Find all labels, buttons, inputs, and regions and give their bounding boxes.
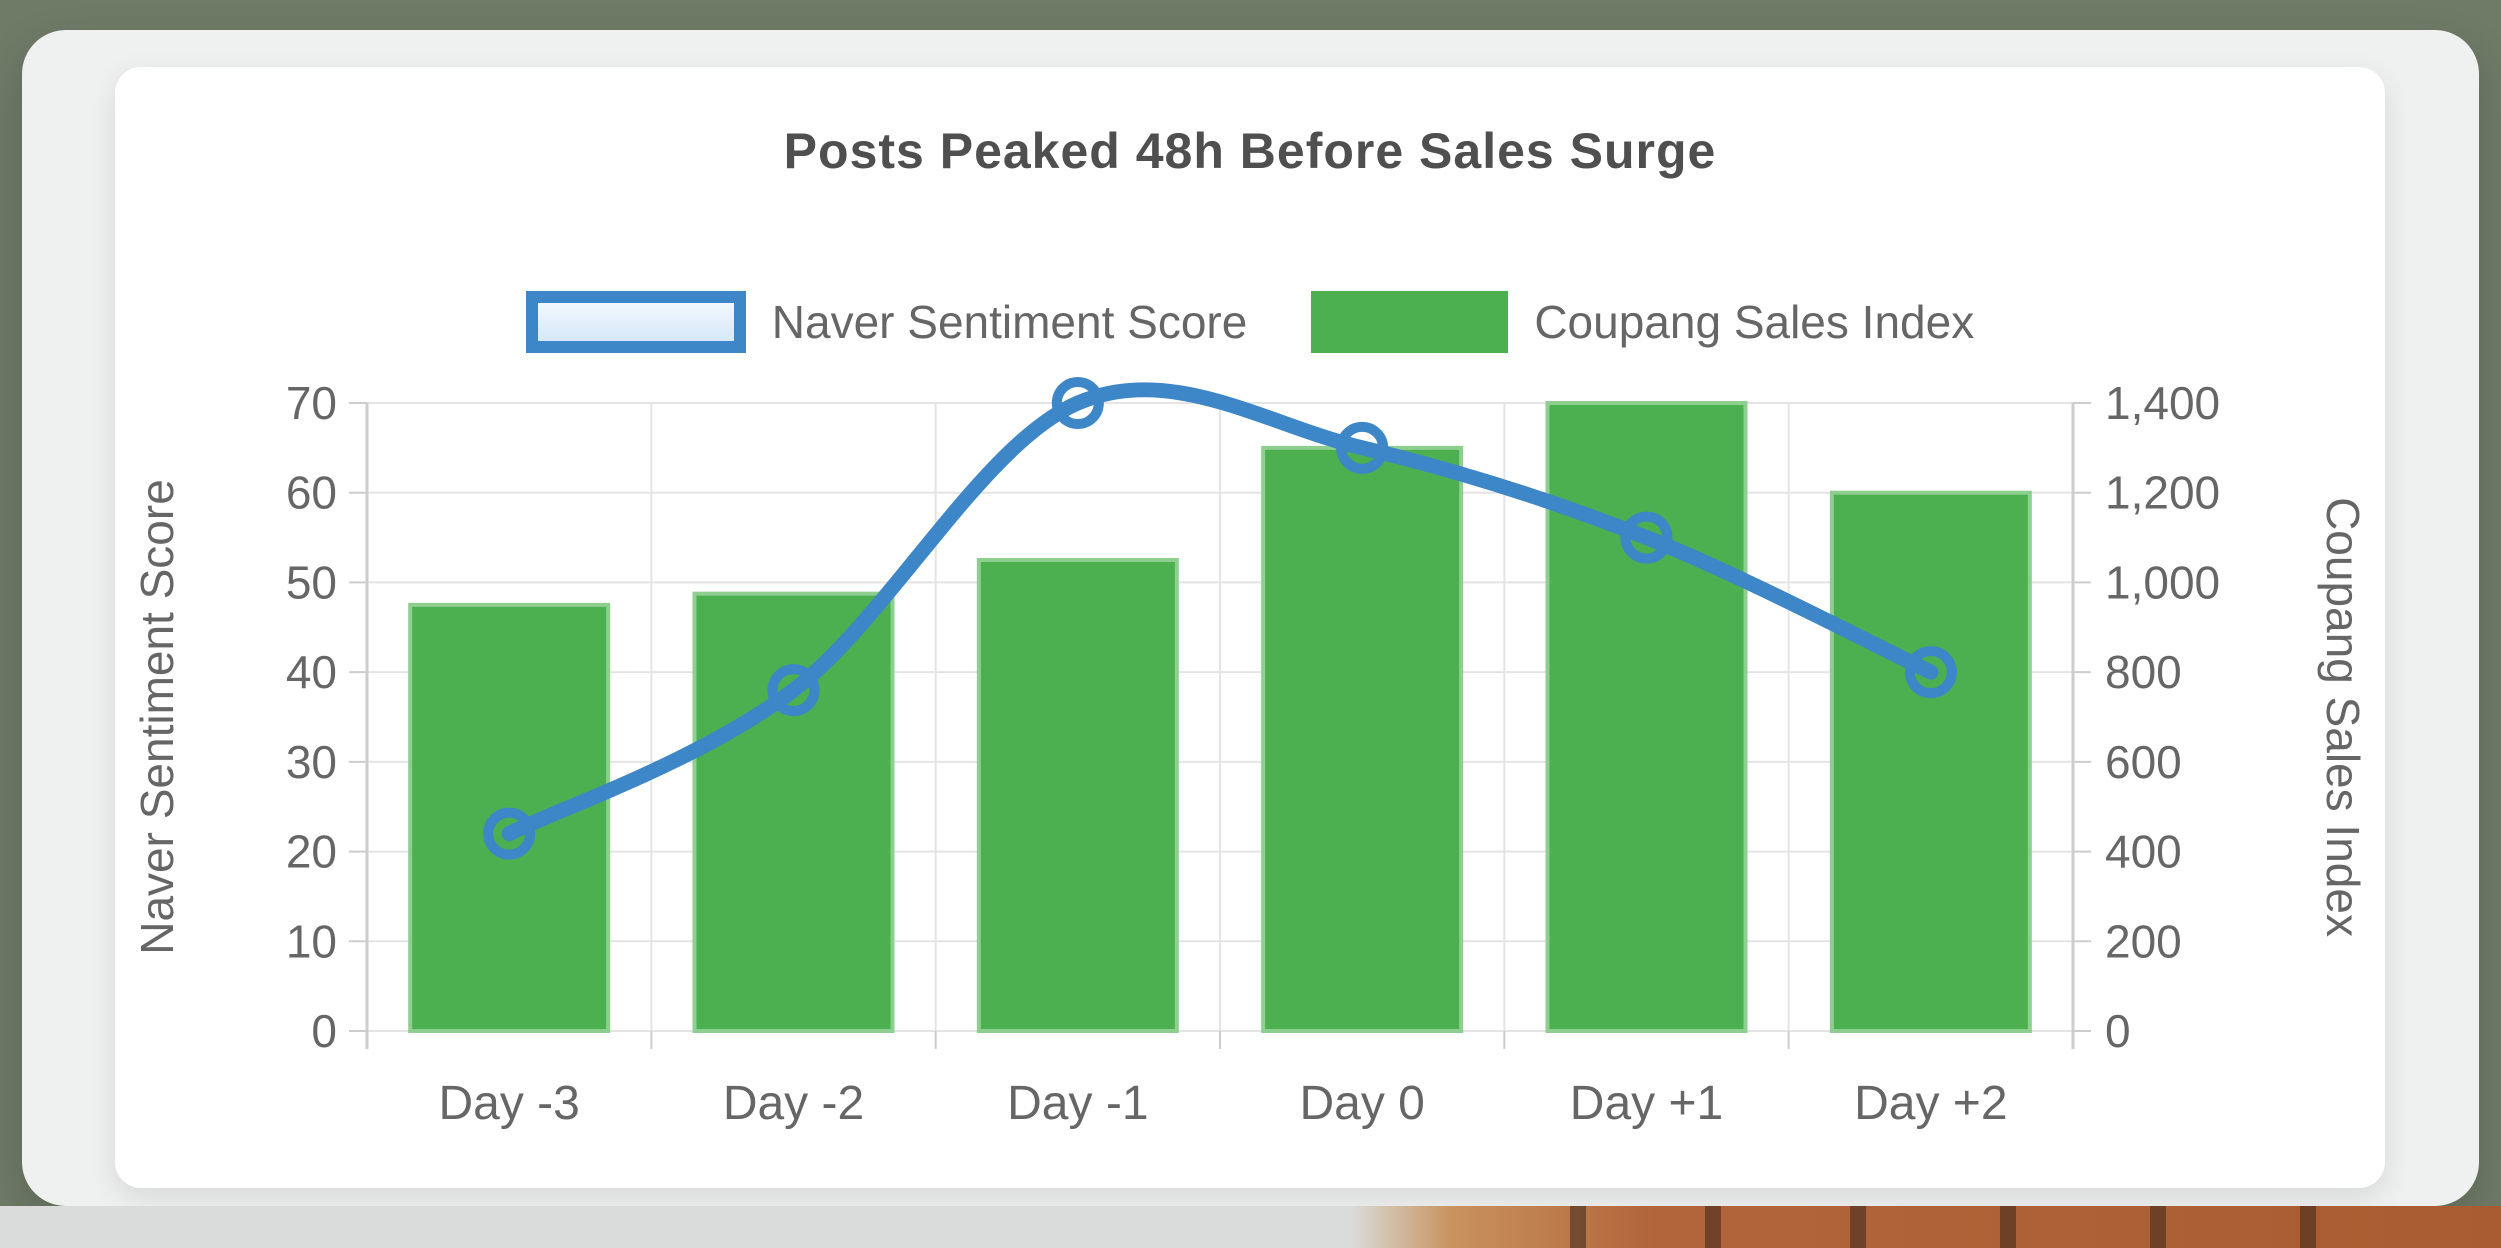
chart-legend: Naver Sentiment Score Coupang Sales Inde…	[115, 291, 2385, 353]
right-axis-tick-label: 800	[2105, 646, 2182, 698]
photo-strip-detail	[1705, 1206, 1721, 1248]
bar-Day +1	[1545, 401, 1748, 1033]
photo-strip-detail	[2150, 1206, 2166, 1248]
x-axis-label: Day +2	[1854, 1077, 2007, 1130]
line-point-Day +2	[1904, 646, 1957, 699]
photo-strip	[0, 1206, 2501, 1248]
left-axis-tick-label: 50	[286, 556, 337, 608]
left-axis-title: Naver Sentiment Score	[131, 479, 183, 955]
legend-item-coupang-sales[interactable]: Coupang Sales Index	[1311, 291, 1974, 353]
left-axis-tick-label: 70	[286, 377, 337, 429]
left-axis-tick-label: 10	[286, 915, 337, 967]
right-axis-tick-label: 200	[2105, 915, 2182, 967]
legend-item-naver-sentiment[interactable]: Naver Sentiment Score	[525, 291, 1248, 353]
bar-Day +2	[1829, 490, 2032, 1033]
chart-title: Posts Peaked 48h Before Sales Surge	[783, 123, 1717, 179]
bar-Day 0	[1261, 445, 1464, 1034]
line-point-Day -1	[1051, 377, 1104, 429]
photo-strip-detail	[2000, 1206, 2016, 1248]
photo-strip-detail	[2300, 1206, 2316, 1248]
photo-strip-detail	[1570, 1206, 1586, 1248]
right-axis-tick-label: 0	[2105, 1005, 2131, 1057]
left-axis-tick-label: 40	[286, 646, 337, 698]
left-axis-tick-label: 0	[311, 1005, 337, 1057]
x-axis-label: Day -3	[438, 1077, 579, 1130]
legend-swatch-line-icon	[525, 291, 746, 353]
right-axis-tick-label: 1,400	[2105, 377, 2220, 429]
photo-strip-detail	[1850, 1206, 1866, 1248]
right-axis-tick-label: 600	[2105, 736, 2182, 788]
legend-swatch-bar-icon	[1311, 291, 1509, 353]
line-point-Day 0	[1336, 421, 1389, 474]
x-axis-label: Day -1	[1007, 1077, 1148, 1130]
legend-label-naver-sentiment: Naver Sentiment Score	[771, 296, 1248, 348]
left-axis-tick-label: 20	[286, 826, 337, 878]
x-axis-label: Day -2	[723, 1077, 864, 1130]
line-point-Day -3	[483, 807, 536, 860]
bar-Day -3	[408, 602, 611, 1033]
right-axis-title: Coupang Sales Index	[2317, 497, 2369, 937]
bar-Day -2	[692, 591, 895, 1033]
right-axis-tick-label: 1,000	[2105, 556, 2220, 608]
right-axis-tick-label: 400	[2105, 826, 2182, 878]
chart-plot: 0 0 10 200 20 400 30 600 40 800 50 1,000 60 1,200 70 1,…	[131, 377, 2369, 1130]
bar-Day -1	[976, 558, 1179, 1033]
x-axis-label: Day 0	[1299, 1077, 1424, 1130]
right-axis-tick-label: 1,200	[2105, 467, 2220, 519]
line-point-Day -2	[767, 664, 820, 717]
legend-label-coupang-sales: Coupang Sales Index	[1534, 296, 1975, 348]
left-axis-tick-label: 60	[286, 467, 337, 519]
sentiment-line	[501, 382, 1939, 842]
chart-card: Posts Peaked 48h Before Sales Surge Nave…	[115, 67, 2385, 1188]
line-point-Day +1	[1620, 511, 1673, 564]
x-axis-label: Day +1	[1570, 1077, 1723, 1130]
left-axis-tick-label: 30	[286, 736, 337, 788]
